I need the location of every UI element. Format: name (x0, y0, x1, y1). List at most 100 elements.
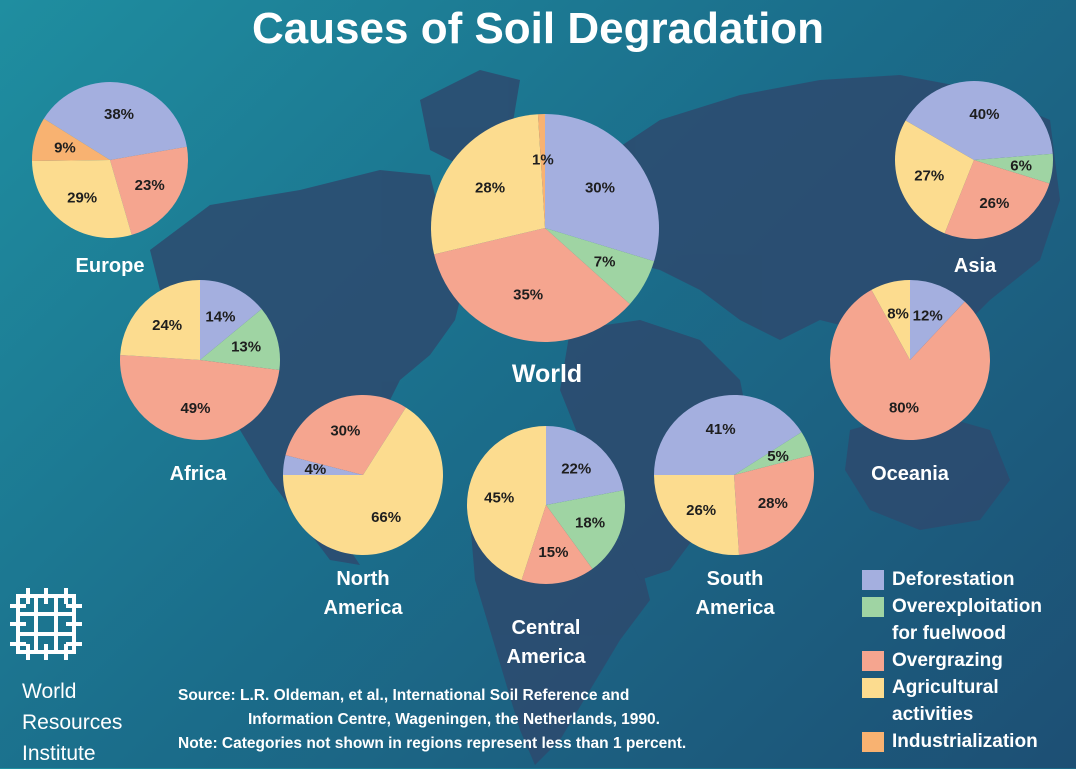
region-label: America (507, 646, 587, 668)
pie-data-label: 40% (969, 106, 999, 123)
pie-slice-overexploitation-for-fuelwood (545, 228, 655, 305)
pie-data-label: 45% (484, 490, 514, 507)
logo-line-2: Resources (22, 711, 123, 734)
pie-data-label: 18% (575, 514, 605, 531)
pie-slice-overgrazing (734, 455, 814, 555)
pie-data-label: 9% (54, 139, 76, 156)
pie-slice-agricultural-activities (120, 280, 200, 360)
page-title: Causes of Soil Degradation (251, 4, 825, 53)
legend-item-overexploitation: Overexploitation for fuelwood (862, 593, 1072, 647)
pie-slice-deforestation (654, 395, 802, 475)
pie-slice-agricultural-activities (283, 407, 444, 555)
pie-slice-overexploitation-for-fuelwood (734, 432, 812, 475)
pie-charts: 38% 23% 29% 9% Europe 30% 7% 35% 28% 1% World 40% 6%… (32, 80, 1054, 668)
pie-data-label: 23% (135, 177, 165, 194)
pie-data-label: 27% (914, 168, 944, 185)
pie-data-label: 28% (758, 495, 788, 512)
pie-data-label: 28% (475, 179, 505, 196)
continent-australia (845, 410, 1010, 530)
pie-data-label: 29% (67, 190, 97, 207)
pie-south-america: 41% 5% 28% 26% South America (654, 395, 814, 619)
pie-slice-overgrazing (944, 160, 1050, 239)
pie-data-label: 12% (913, 307, 943, 324)
pie-slice-deforestation (910, 280, 965, 360)
pie-slice-overexploitation-for-fuelwood (200, 309, 280, 371)
logo-line-3: Institute (22, 742, 96, 765)
pie-slice-overgrazing (110, 146, 189, 235)
legend-label: Overgrazing (892, 650, 1003, 671)
legend-swatch-industrialization (862, 732, 884, 752)
pie-asia: 40% 6% 26% 27% Asia (894, 80, 1054, 277)
region-label: America (696, 597, 776, 619)
pie-slice-industrialization (537, 114, 545, 228)
pie-data-label: 6% (1010, 157, 1032, 174)
pie-world: 30% 7% 35% 28% 1% World (431, 114, 659, 388)
pie-africa: 14% 13% 49% 24% Africa (120, 280, 280, 485)
note-line: Note: Categories not shown in regions re… (178, 735, 687, 752)
legend-label: Industrialization (892, 731, 1038, 752)
pie-slice-deforestation (200, 280, 262, 360)
legend-item-deforestation: Deforestation (862, 566, 1072, 593)
region-label: Europe (76, 255, 145, 277)
legend-item-industrialization: Industrialization (862, 728, 1072, 755)
pie-data-label: 5% (767, 448, 789, 465)
pie-data-label: 8% (887, 306, 909, 323)
wri-logo-text: World Resources Institute (22, 676, 122, 769)
legend-swatch-overgrazing (862, 651, 884, 671)
region-label: America (324, 597, 404, 619)
pie-slice-deforestation (905, 80, 1053, 160)
pie-slice-overexploitation-for-fuelwood (546, 490, 625, 569)
pie-slice-overgrazing (830, 289, 991, 440)
source-line-2: Information Centre, Wageningen, the Neth… (248, 711, 660, 728)
region-label: South (707, 568, 764, 590)
pie-slice-agricultural-activities (871, 280, 910, 360)
legend-swatch-overexploitation (862, 597, 884, 617)
region-label: North (336, 568, 389, 590)
pie-data-label: 80% (889, 400, 919, 417)
pie-data-label: 35% (513, 286, 543, 303)
pie-data-label: 30% (330, 422, 360, 439)
wri-logo-icon (10, 588, 82, 660)
pie-data-label: 26% (979, 195, 1009, 212)
pie-slice-agricultural-activities (466, 426, 546, 581)
pie-slice-agricultural-activities (894, 120, 974, 234)
logo-line-1: World (22, 680, 77, 703)
pie-data-label: 66% (371, 509, 401, 526)
pie-data-label: 22% (561, 460, 591, 477)
region-label: World (512, 360, 582, 388)
pie-slice-agricultural-activities (431, 114, 545, 255)
continent-north-america (150, 170, 470, 565)
legend-label: Agricultural activities (892, 677, 999, 725)
pie-slice-agricultural-activities (32, 160, 132, 238)
pie-data-label: 1% (532, 152, 554, 169)
pie-slice-agricultural-activities (654, 475, 740, 555)
pie-north-america: 4% 30% 66% North America (283, 395, 444, 619)
pie-slice-industrialization (32, 118, 110, 161)
source-line-1: Source: L.R. Oldeman, et al., Internatio… (178, 687, 630, 704)
pie-slice-overgrazing (434, 228, 630, 343)
pie-central-america: 22% 18% 15% 45% Central America (466, 426, 625, 668)
pie-data-label: 41% (706, 421, 736, 438)
source-note: Source: L.R. Oldeman, et al., Internatio… (178, 684, 686, 756)
pie-data-label: 15% (538, 544, 568, 561)
region-label: Oceania (871, 463, 950, 485)
pie-slice-deforestation (546, 426, 624, 505)
pie-data-label: 26% (686, 502, 716, 519)
pie-data-label: 14% (205, 309, 235, 326)
legend-swatch-agricultural (862, 678, 884, 698)
legend: Deforestation Overexploitation for fuelw… (862, 566, 1072, 755)
region-label: Africa (170, 463, 228, 485)
pie-slice-deforestation (545, 114, 659, 262)
pie-slice-overgrazing (285, 395, 406, 475)
legend-swatch-deforestation (862, 570, 884, 590)
pie-data-label: 4% (305, 461, 327, 478)
legend-item-agricultural: Agricultural activities (862, 674, 1072, 728)
pie-slice-deforestation (43, 81, 187, 160)
pie-data-label: 38% (104, 106, 134, 123)
legend-item-overgrazing: Overgrazing (862, 647, 1072, 674)
pie-oceania: 12% 80% 8% Oceania (830, 280, 991, 485)
pie-slice-overexploitation-for-fuelwood (974, 153, 1054, 184)
pie-data-label: 13% (231, 339, 261, 356)
